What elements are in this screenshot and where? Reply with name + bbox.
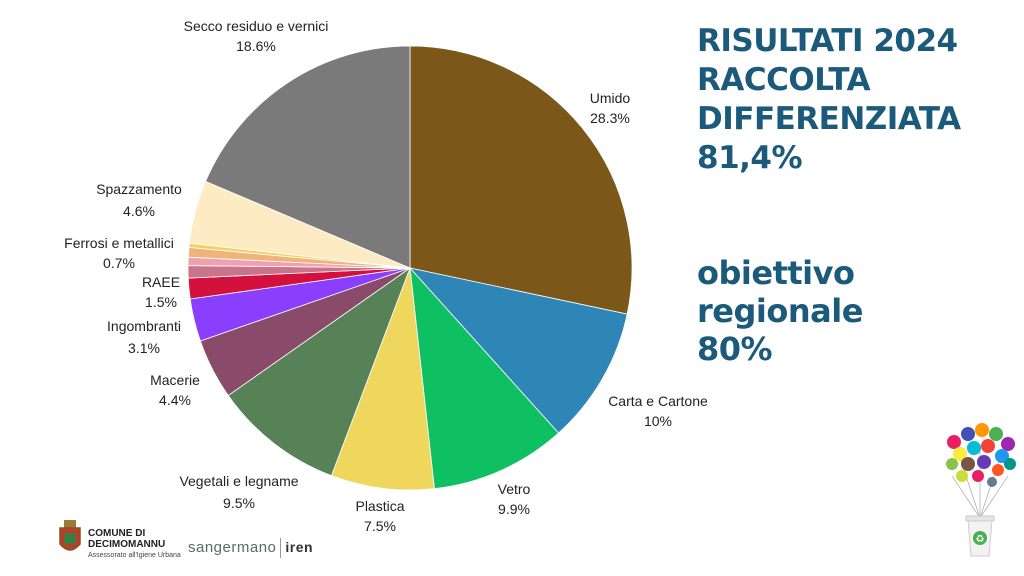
slice-value: 28.3% — [590, 110, 630, 126]
slice-value: 9.9% — [498, 501, 530, 517]
slice-name: Macerie — [150, 372, 200, 388]
label-ferrosi: Ferrosi e metallici 0.7% — [50, 233, 188, 273]
headline-line: DIFFERENZIATA — [697, 101, 961, 137]
pie-slice-3 — [330, 267, 435, 491]
coat-of-arms-icon — [59, 520, 81, 551]
slice-value: 4.6% — [123, 203, 155, 219]
label-carta: Carta e Cartone 10% — [596, 391, 720, 431]
slice-name: Umido — [589, 90, 631, 106]
label-ingombranti: Ingombranti 3.1% — [96, 315, 192, 359]
slice-name: Spazzamento — [96, 181, 182, 197]
slice-name: Ferrosi e metallici — [64, 235, 174, 251]
slice-value: 1.5% — [145, 294, 177, 310]
regional-goal: obiettivo regionale 80% — [697, 254, 1017, 368]
slice-value: 4.4% — [159, 392, 191, 408]
headline-line: RACCOLTA — [697, 62, 871, 98]
label-vetro: Vetro 9.9% — [484, 479, 544, 519]
label-plastica: Plastica 7.5% — [344, 496, 416, 536]
svg-text:♻: ♻ — [976, 534, 985, 545]
comune-block: COMUNE DI DECIMOMANNU Assessorato all'Ig… — [88, 528, 181, 561]
slice-name: Vetro — [497, 481, 531, 497]
pie-slice-2 — [409, 266, 560, 490]
label-vegetali: Vegetali e legname 9.5% — [168, 470, 310, 514]
slice-name: RAEE — [141, 274, 181, 290]
goal-line: obiettivo — [697, 254, 855, 292]
slice-name: Ingombranti — [107, 318, 181, 334]
goal-line: regionale — [697, 292, 863, 330]
label-macerie: Macerie 4.4% — [140, 370, 210, 410]
slice-value: 10% — [643, 413, 673, 429]
label-spazzamento: Spazzamento 4.6% — [86, 178, 192, 222]
headline-percent: 81,4% — [697, 140, 803, 176]
pie-slice-4 — [227, 266, 411, 477]
comune-sub: Assessorato all'Igiene Urbana — [88, 552, 181, 559]
headline: RISULTATI 2024 RACCOLTA DIFFERENZIATA 81… — [697, 22, 1017, 178]
slice-value: 7.5% — [364, 518, 396, 534]
pie-slice-13 — [205, 45, 411, 269]
slice-name: Plastica — [355, 498, 405, 514]
slice-name: Carta e Cartone — [608, 393, 708, 409]
pie-slice-1 — [408, 267, 628, 434]
label-umido: Umido 28.3% — [568, 88, 652, 128]
sponsor-logos: sangermano iren — [188, 538, 313, 558]
sangermano-logo: sangermano — [188, 538, 277, 556]
divider — [280, 538, 282, 558]
goal-percent: 80% — [697, 330, 773, 368]
slice-value: 18.6% — [236, 38, 276, 54]
slice-value: 0.7% — [103, 255, 135, 271]
balloons-recycling-bin-icon: ♻ — [946, 423, 1016, 557]
comune-line2: DECIMOMANNU — [88, 539, 166, 550]
slice-name: Vegetali e legname — [179, 473, 299, 489]
comune-line1: COMUNE DI — [88, 528, 146, 539]
iren-logo: iren — [285, 538, 314, 555]
label-secco: Secco residuo e vernici 18.6% — [168, 16, 344, 56]
slice-value: 3.1% — [128, 340, 160, 356]
headline-line: RISULTATI 2024 — [697, 23, 958, 59]
slice-name: Secco residuo e vernici — [183, 18, 329, 34]
label-raee: RAEE 1.5% — [136, 272, 186, 312]
pie-slice-0 — [409, 45, 633, 315]
slice-value: 9.5% — [223, 495, 255, 511]
